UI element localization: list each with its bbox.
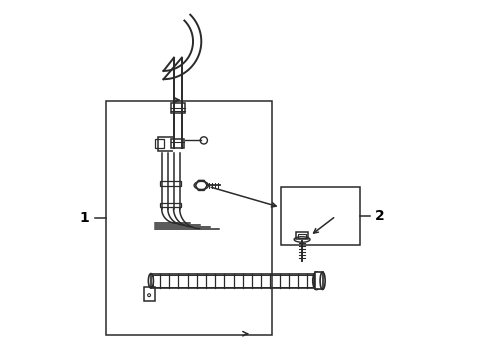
- Bar: [153, 275, 314, 287]
- Bar: [295, 232, 307, 239]
- Bar: [280, 187, 359, 245]
- Bar: [160, 181, 181, 186]
- Bar: [160, 203, 181, 207]
- Bar: [314, 272, 322, 289]
- Bar: [151, 274, 316, 288]
- Bar: [298, 234, 305, 238]
- Bar: [143, 287, 154, 301]
- Text: 1: 1: [79, 211, 89, 225]
- Bar: [106, 101, 271, 335]
- Bar: [170, 103, 185, 113]
- Bar: [171, 139, 184, 148]
- Text: 2: 2: [374, 209, 384, 223]
- Bar: [154, 139, 163, 148]
